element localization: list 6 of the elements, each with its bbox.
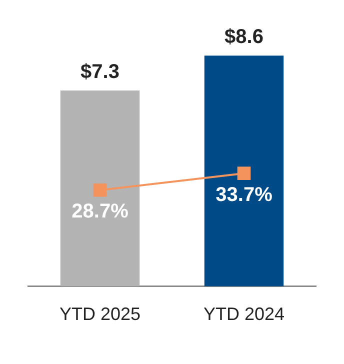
data-label: $7.3: [80, 60, 120, 83]
data-label: 28.7%: [72, 200, 129, 223]
data-label: $8.6: [224, 26, 264, 48]
x-tick-label: YTD 2024: [203, 304, 285, 324]
x-tick-label: YTD 2025: [59, 304, 141, 324]
data-label: 33.7%: [216, 184, 273, 206]
